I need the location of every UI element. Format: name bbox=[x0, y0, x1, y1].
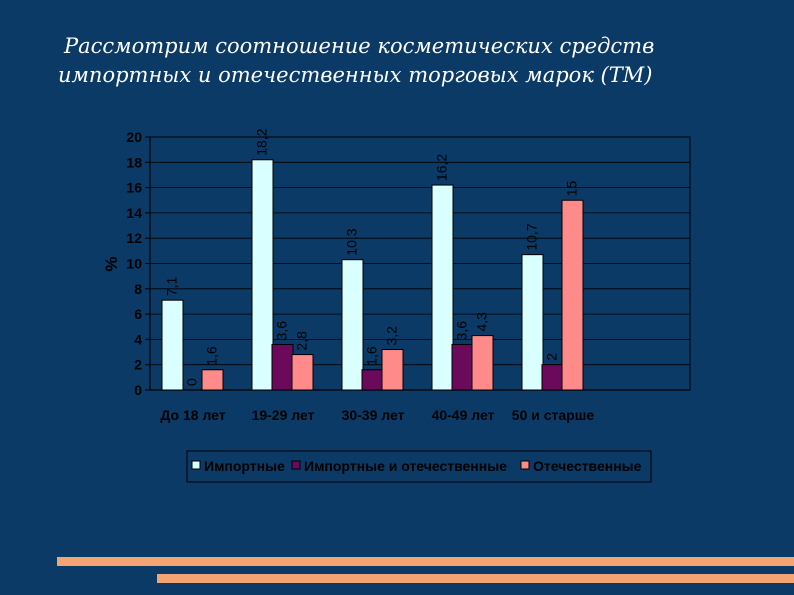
x-category-label: 19-29 лет bbox=[252, 407, 315, 423]
bar-data-label: 15 bbox=[564, 180, 580, 196]
x-category-label: До 18 лет bbox=[160, 407, 225, 423]
legend-swatch bbox=[520, 460, 530, 470]
bar bbox=[291, 354, 314, 391]
x-category-label: 40-49 лет bbox=[432, 407, 495, 423]
decorative-accent-bar-bottom bbox=[157, 574, 794, 583]
y-tick-label: 8 bbox=[134, 281, 142, 297]
slide-title-line-2: импортных и отечественных торговых марок… bbox=[58, 63, 653, 87]
y-tick-label: 0 bbox=[134, 382, 142, 398]
bar bbox=[161, 299, 184, 391]
bar bbox=[381, 349, 404, 391]
bar-data-label: 0 bbox=[184, 378, 200, 386]
slide-title: Рассмотрим соотношение косметических сре… bbox=[58, 32, 738, 90]
y-tick-label: 6 bbox=[134, 306, 142, 322]
y-tick-label: 20 bbox=[126, 129, 142, 145]
bar bbox=[251, 159, 274, 391]
bar-data-label: 16,2 bbox=[434, 154, 450, 181]
y-tick-label: 12 bbox=[126, 230, 142, 246]
y-tick-label: 14 bbox=[126, 205, 142, 221]
bar bbox=[471, 335, 494, 391]
bar-data-label: 2,8 bbox=[294, 331, 310, 351]
decorative-accent-bar-top bbox=[57, 557, 794, 566]
bar bbox=[431, 184, 454, 391]
y-tick-label: 10 bbox=[126, 256, 142, 272]
bar bbox=[561, 199, 584, 391]
bar-data-label: 3,6 bbox=[454, 321, 470, 341]
x-category-label: 50 и старше bbox=[512, 407, 595, 423]
y-tick-label: 2 bbox=[134, 357, 142, 373]
slide-title-line-1: Рассмотрим соотношение косметических сре… bbox=[64, 34, 655, 58]
legend-swatch bbox=[191, 460, 201, 470]
bar-data-label: 10,7 bbox=[524, 223, 540, 250]
bar bbox=[451, 343, 474, 391]
bar-data-label: 4,3 bbox=[474, 312, 490, 332]
y-tick-label: 18 bbox=[126, 154, 142, 170]
legend-box bbox=[186, 450, 652, 483]
bar-data-label: 7,1 bbox=[164, 277, 180, 297]
bar-data-label: 10,3 bbox=[344, 228, 360, 255]
bar-data-label: 18,2 bbox=[254, 128, 270, 155]
bar bbox=[361, 369, 384, 391]
bar-data-label: 2 bbox=[544, 353, 560, 361]
legend-label: Отечественные bbox=[533, 458, 642, 474]
bar bbox=[541, 364, 564, 391]
bar-data-label: 3,2 bbox=[384, 326, 400, 346]
bar bbox=[341, 259, 364, 391]
bar bbox=[271, 343, 294, 391]
x-category-label: 30-39 лет bbox=[342, 407, 405, 423]
y-tick-label: 16 bbox=[126, 180, 142, 196]
legend-label: Импортные bbox=[204, 458, 285, 474]
bar-data-label: 1,6 bbox=[204, 346, 220, 366]
bar bbox=[201, 369, 224, 391]
y-axis-label: % bbox=[102, 256, 121, 271]
legend-swatch bbox=[291, 460, 301, 470]
bar-data-label: 3,6 bbox=[274, 321, 290, 341]
y-tick-label: 4 bbox=[134, 331, 142, 347]
bar bbox=[521, 254, 544, 391]
bar-data-label: 1,6 bbox=[364, 346, 380, 366]
legend-label: Импортные и отечественные bbox=[304, 458, 507, 474]
